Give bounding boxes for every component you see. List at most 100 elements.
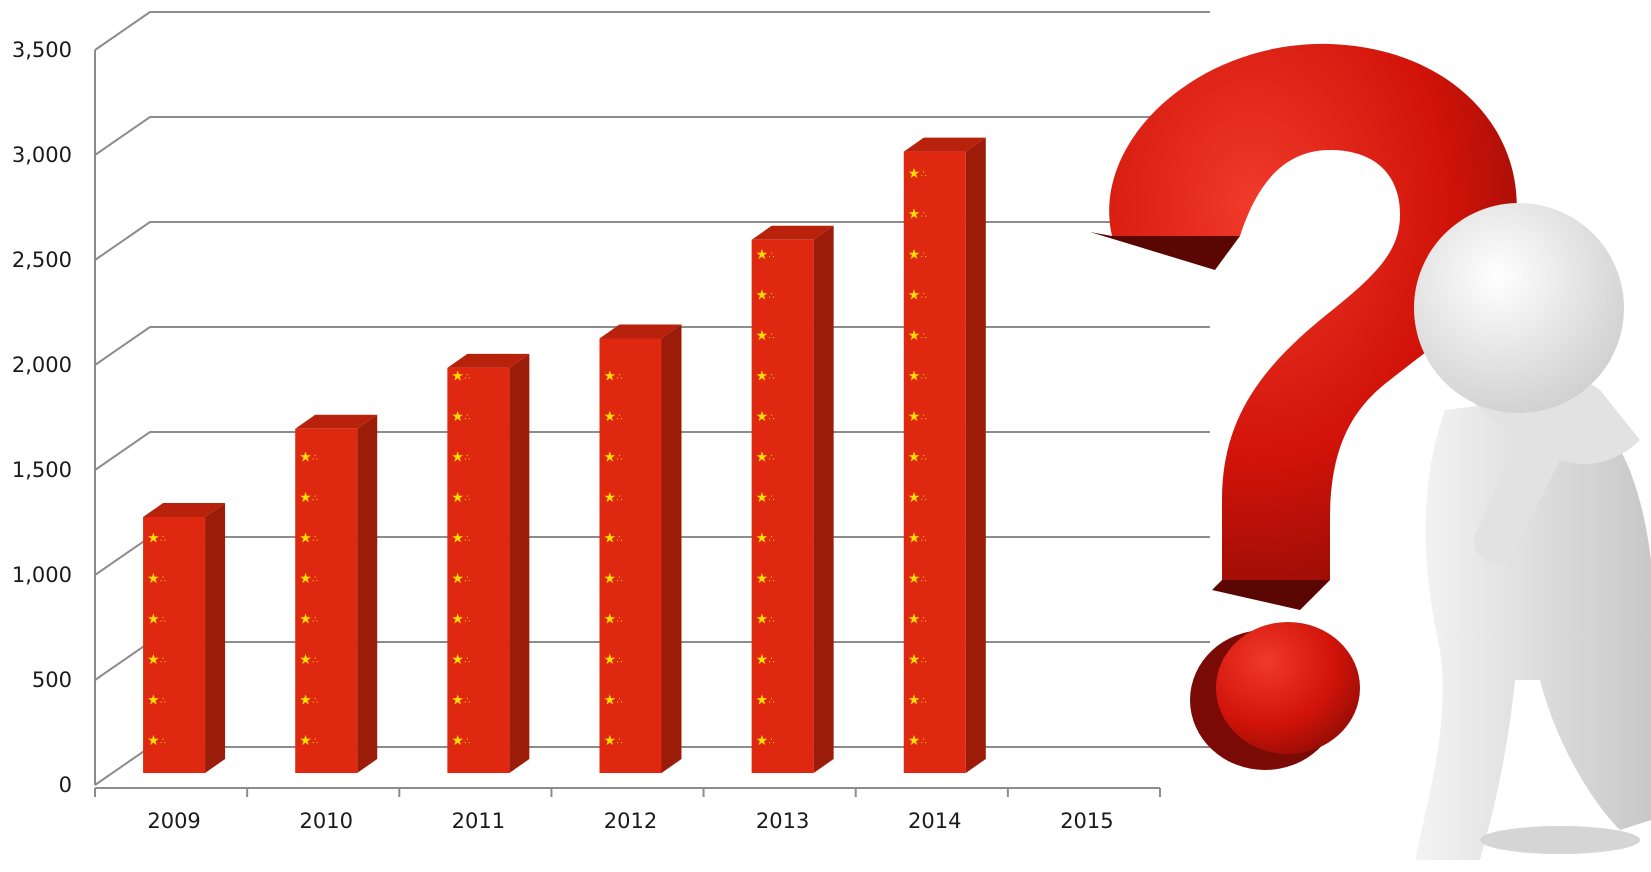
small-stars-icon: ∴ (769, 656, 775, 666)
small-stars-icon: ∴ (769, 535, 775, 545)
x-tick-label-2009: 2009 (147, 809, 200, 833)
small-stars-icon: ∴ (617, 697, 623, 707)
small-stars-icon: ∴ (921, 494, 927, 504)
small-stars-icon: ∴ (921, 332, 927, 342)
small-stars-icon: ∴ (921, 656, 927, 666)
bar-side-2014 (965, 137, 986, 774)
small-stars-icon: ∴ (464, 737, 470, 747)
bar-front-2014 (903, 151, 966, 774)
bar-front-2011 (447, 367, 510, 773)
small-stars-icon: ∴ (617, 656, 623, 666)
star-icon: ★ (756, 409, 769, 425)
star-icon: ★ (299, 490, 312, 506)
small-stars-icon: ∴ (160, 656, 166, 666)
bar-front-2012 (599, 338, 662, 773)
small-stars-icon: ∴ (312, 535, 318, 545)
star-icon: ★ (908, 612, 921, 628)
bar-star-pattern-2011: ★ ∴★ ∴★ ∴★ ∴★ ∴★ ∴★ ∴★ ∴★ ∴★ ∴ (451, 369, 470, 750)
star-icon: ★ (756, 612, 769, 628)
small-stars-icon: ∴ (464, 535, 470, 545)
bar-star-pattern-2013: ★ ∴★ ∴★ ∴★ ∴★ ∴★ ∴★ ∴★ ∴★ ∴★ ∴★ ∴★ ∴★ ∴ (756, 247, 775, 749)
gridline-3000 (94, 116, 1210, 156)
star-icon: ★ (299, 693, 312, 709)
star-icon: ★ (604, 531, 617, 547)
star-icon: ★ (451, 409, 464, 425)
small-stars-icon: ∴ (160, 575, 166, 585)
star-icon: ★ (756, 288, 769, 304)
x-tick-label-2013: 2013 (756, 809, 809, 833)
star-icon: ★ (451, 450, 464, 466)
star-icon: ★ (451, 369, 464, 385)
bar-star-pattern-2010: ★ ∴★ ∴★ ∴★ ∴★ ∴★ ∴★ ∴★ ∴ (299, 450, 318, 750)
star-icon: ★ (604, 612, 617, 628)
small-stars-icon: ∴ (921, 575, 927, 585)
bar-2009: ★ ∴★ ∴★ ∴★ ∴★ ∴★ ∴ (143, 503, 226, 773)
small-stars-icon: ∴ (464, 454, 470, 464)
bar-top-2010 (295, 414, 378, 429)
bar-star-pattern-2009: ★ ∴★ ∴★ ∴★ ∴★ ∴★ ∴ (147, 531, 166, 750)
bar-side-2012 (661, 324, 682, 773)
star-icon: ★ (908, 166, 921, 182)
star-icon: ★ (756, 328, 769, 344)
small-stars-icon: ∴ (160, 535, 166, 545)
star-icon: ★ (756, 531, 769, 547)
bar-2011: ★ ∴★ ∴★ ∴★ ∴★ ∴★ ∴★ ∴★ ∴★ ∴★ ∴ (447, 353, 530, 773)
small-stars-icon: ∴ (921, 737, 927, 747)
star-icon: ★ (299, 652, 312, 668)
star-icon: ★ (451, 733, 464, 749)
star-icon: ★ (908, 652, 921, 668)
star-icon: ★ (604, 450, 617, 466)
small-stars-icon: ∴ (921, 413, 927, 423)
star-icon: ★ (908, 328, 921, 344)
small-stars-icon: ∴ (617, 737, 623, 747)
star-icon: ★ (147, 652, 160, 668)
small-stars-icon: ∴ (769, 737, 775, 747)
star-icon: ★ (451, 531, 464, 547)
bar-2014: ★ ∴★ ∴★ ∴★ ∴★ ∴★ ∴★ ∴★ ∴★ ∴★ ∴★ ∴★ ∴★ ∴★ ∴★ ∴ (903, 137, 986, 774)
small-stars-icon: ∴ (617, 494, 623, 504)
bar-side-2011 (509, 353, 530, 773)
star-icon: ★ (299, 733, 312, 749)
small-stars-icon: ∴ (312, 616, 318, 626)
small-stars-icon: ∴ (312, 454, 318, 464)
gridline-2000 (94, 326, 1210, 366)
small-stars-icon: ∴ (921, 454, 927, 464)
bar-side-2009 (205, 503, 226, 773)
small-stars-icon: ∴ (464, 575, 470, 585)
star-icon: ★ (908, 531, 921, 547)
star-icon: ★ (756, 733, 769, 749)
star-icon: ★ (299, 450, 312, 466)
star-icon: ★ (147, 612, 160, 628)
gridline-2500 (94, 221, 1210, 261)
bar-front-2013 (751, 239, 814, 774)
small-stars-icon: ∴ (312, 737, 318, 747)
x-tick-label-2012: 2012 (604, 809, 657, 833)
star-icon: ★ (604, 490, 617, 506)
star-icon: ★ (604, 369, 617, 385)
star-icon: ★ (908, 490, 921, 506)
y-tick-label-2000: 2,000 (12, 353, 72, 377)
gridline-1500 (94, 431, 1210, 471)
star-icon: ★ (756, 369, 769, 385)
x-tick-label-2015: 2015 (1060, 809, 1113, 833)
x-tick-label-2014: 2014 (908, 809, 961, 833)
small-stars-icon: ∴ (464, 413, 470, 423)
star-icon: ★ (451, 571, 464, 587)
small-stars-icon: ∴ (617, 575, 623, 585)
y-tick-label-3000: 3,000 (12, 143, 72, 167)
bars: ★ ∴★ ∴★ ∴★ ∴★ ∴★ ∴★ ∴★ ∴★ ∴★ ∴★ ∴★ ∴★ ∴★ ∴★ ∴★ ∴★ ∴★ ∴★ ∴★ ∴… (143, 137, 986, 774)
small-stars-icon: ∴ (312, 494, 318, 504)
star-icon: ★ (908, 571, 921, 587)
small-stars-icon: ∴ (769, 292, 775, 302)
bar-top-2014 (903, 137, 986, 152)
bar-star-pattern-2012: ★ ∴★ ∴★ ∴★ ∴★ ∴★ ∴★ ∴★ ∴★ ∴★ ∴ (604, 369, 623, 750)
star-icon: ★ (908, 369, 921, 385)
small-stars-icon: ∴ (769, 616, 775, 626)
star-icon: ★ (604, 571, 617, 587)
y-tick-label-1500: 1,500 (12, 458, 72, 482)
thinking-person-figure-icon (1414, 203, 1651, 860)
y-tick-label-500: 500 (32, 668, 72, 692)
small-stars-icon: ∴ (769, 575, 775, 585)
small-stars-icon: ∴ (464, 697, 470, 707)
small-stars-icon: ∴ (464, 616, 470, 626)
